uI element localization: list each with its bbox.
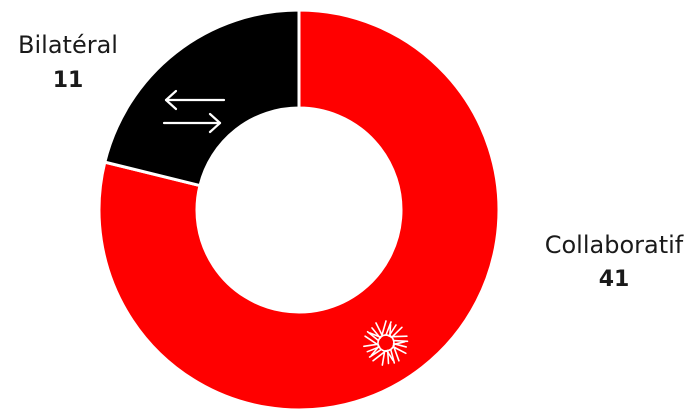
hands-circle-icon: [363, 320, 409, 366]
slice-value-bilateral: 11: [53, 68, 84, 93]
slice-value-collaboratif: 41: [599, 267, 630, 292]
arrows-exchange-icon: [162, 89, 226, 134]
slice-label-collaboratif: Collaboratif: [545, 231, 684, 259]
slice-label-bilateral: Bilatéral: [18, 31, 118, 59]
donut-slices: [97, 8, 501, 410]
donut-slice-collaboratif: [97, 8, 501, 410]
donut-slice-bilateral: [102, 8, 301, 188]
